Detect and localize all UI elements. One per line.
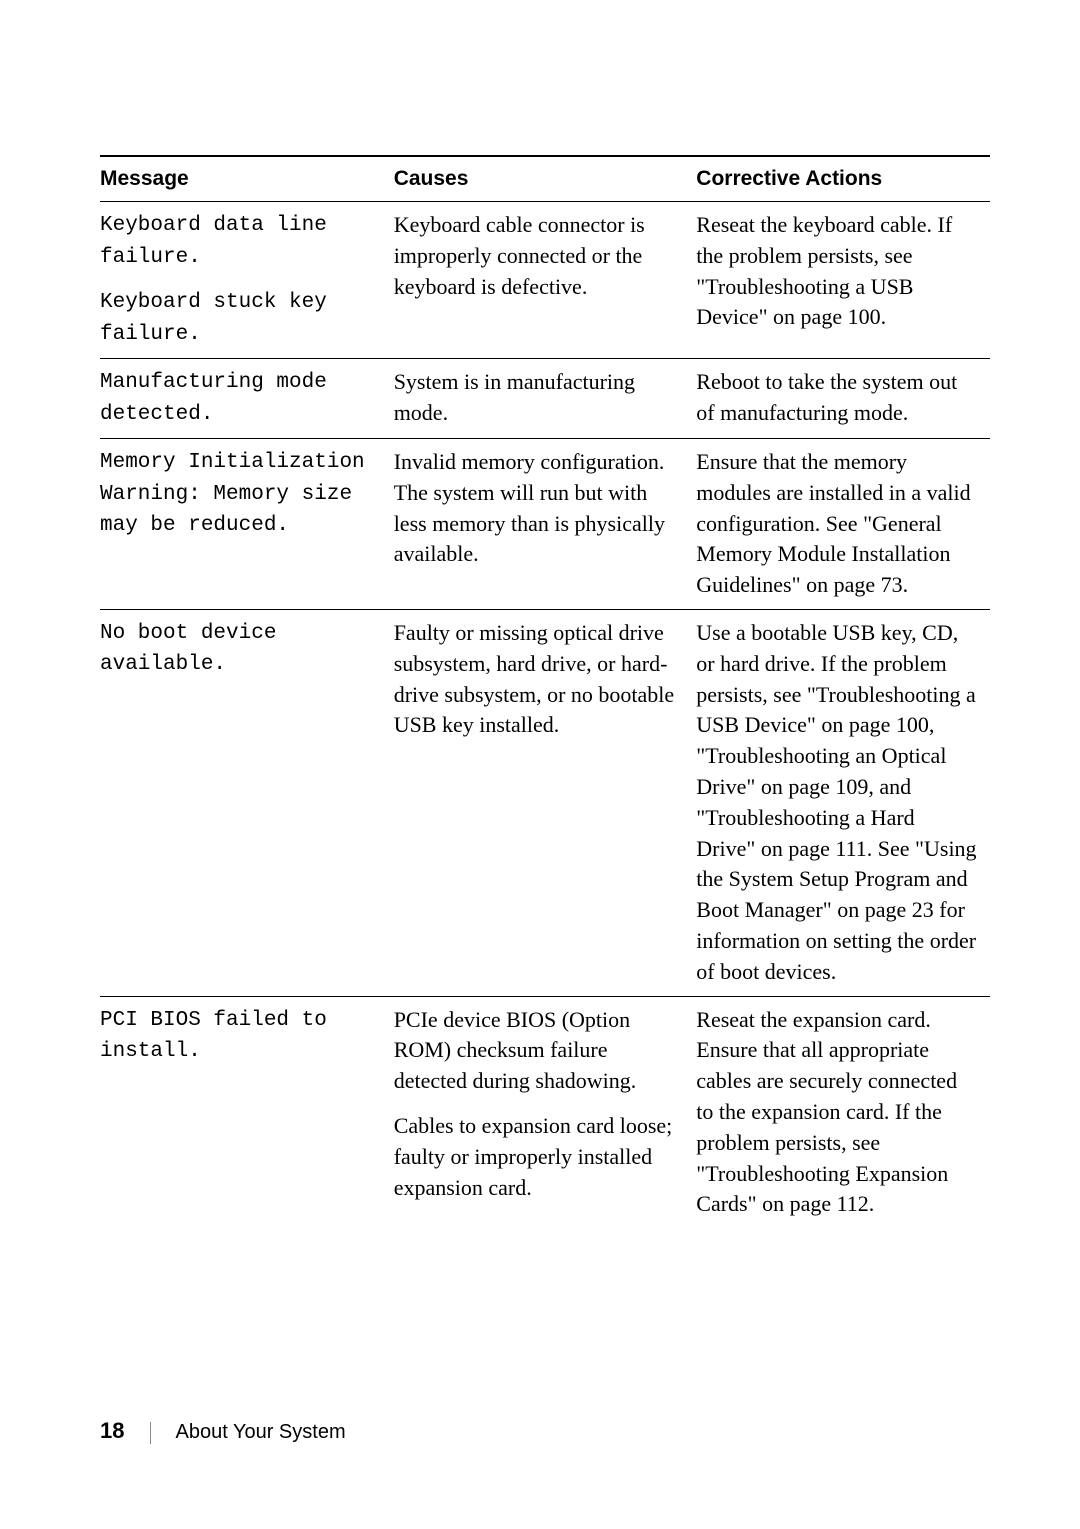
cell-message: Keyboard data line failure. Keyboard stu…	[100, 210, 394, 350]
cell-message: No boot device available.	[100, 618, 394, 988]
cell-actions: Reboot to take the system out of manufac…	[696, 367, 990, 430]
cell-message: Memory Initialization Warning: Memory si…	[100, 447, 394, 601]
cell-causes: System is in manufacturing mode.	[394, 367, 697, 430]
messages-table: Message Causes Corrective Actions Keyboa…	[100, 155, 990, 1280]
footer-separator	[150, 1422, 151, 1444]
page-footer: 18 About Your System	[100, 1418, 346, 1444]
message-text: Keyboard data line failure.	[100, 210, 382, 273]
table-row: Manufacturing mode detected. System is i…	[100, 359, 990, 439]
cell-causes: Invalid memory configuration. The system…	[394, 447, 697, 601]
header-message: Message	[100, 167, 394, 191]
cell-causes: Faulty or missing optical drive subsyste…	[394, 618, 697, 988]
message-text: Memory Initialization Warning: Memory si…	[100, 447, 382, 542]
table-row: Keyboard data line failure. Keyboard stu…	[100, 202, 990, 359]
message-text: No boot device available.	[100, 618, 382, 681]
header-causes: Causes	[394, 167, 697, 191]
cell-causes: PCIe device BIOS (Option ROM) checksum f…	[394, 1005, 697, 1221]
cell-causes: Keyboard cable connector is improperly c…	[394, 210, 697, 350]
message-text: Manufacturing mode detected.	[100, 367, 382, 430]
cell-actions: Reseat the expansion card. Ensure that a…	[696, 1005, 990, 1221]
causes-para: PCIe device BIOS (Option ROM) checksum f…	[394, 1005, 685, 1097]
page-number: 18	[100, 1418, 124, 1443]
message-text: Keyboard stuck key failure.	[100, 287, 382, 350]
causes-para: Cables to expansion card loose; faulty o…	[394, 1111, 685, 1203]
cell-message: PCI BIOS failed to install.	[100, 1005, 394, 1221]
cell-actions: Reseat the keyboard cable. If the proble…	[696, 210, 990, 350]
table-header-row: Message Causes Corrective Actions	[100, 155, 990, 202]
table-row: Memory Initialization Warning: Memory si…	[100, 439, 990, 610]
cell-actions: Use a bootable USB key, CD, or hard driv…	[696, 618, 990, 988]
cell-actions: Ensure that the memory modules are insta…	[696, 447, 990, 601]
section-title: About Your System	[176, 1421, 346, 1443]
table-row: PCI BIOS failed to install. PCIe device …	[100, 997, 990, 1281]
message-text: PCI BIOS failed to install.	[100, 1005, 382, 1068]
cell-message: Manufacturing mode detected.	[100, 367, 394, 430]
table-row: No boot device available. Faulty or miss…	[100, 610, 990, 997]
header-actions: Corrective Actions	[696, 167, 990, 191]
